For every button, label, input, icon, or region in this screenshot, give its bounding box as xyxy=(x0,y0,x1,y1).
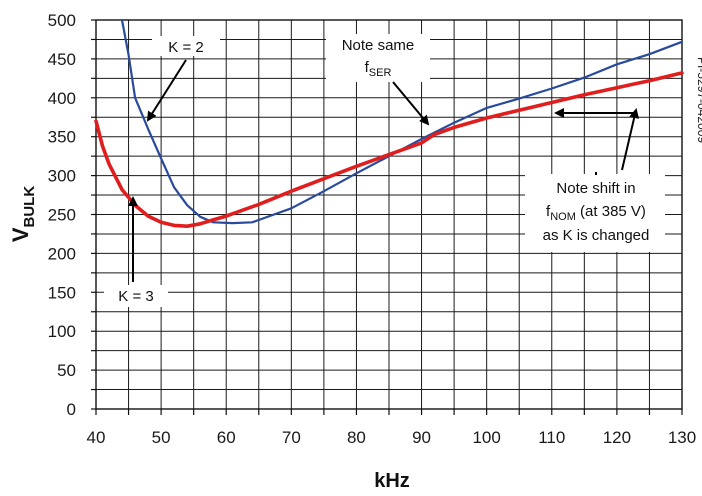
y-tick-label: 400 xyxy=(48,89,76,108)
annotation-k2-arrow xyxy=(146,59,187,122)
y-tick-label: 200 xyxy=(48,244,76,263)
y-tick-label: 150 xyxy=(48,283,76,302)
y-tick-label: 0 xyxy=(67,400,76,419)
y-tick-label: 100 xyxy=(48,322,76,341)
annotation-fnom-line2: fNOM (at 385 V) xyxy=(546,203,646,223)
x-tick-label: 90 xyxy=(412,428,431,447)
x-tick-label: 120 xyxy=(603,428,631,447)
x-tick-label: 100 xyxy=(472,428,500,447)
x-tick-label: 40 xyxy=(87,428,106,447)
figure-id-label: PI-5297-042009 xyxy=(695,57,702,143)
y-tick-label: 300 xyxy=(48,167,76,186)
y-axis-title: VBULK xyxy=(8,186,38,243)
x-tick-label: 70 xyxy=(282,428,301,447)
annotation-fnom-arrow-right xyxy=(621,108,640,171)
annotation-k2: K = 2 xyxy=(168,39,203,56)
x-tick-label: 80 xyxy=(347,428,366,447)
annotation-fnom-line1: Note shift in xyxy=(556,180,635,197)
annotation-fser-f: f xyxy=(365,59,370,76)
annotation-fser-box xyxy=(326,34,430,82)
x-tick-label: 60 xyxy=(217,428,236,447)
x-tick-label: 130 xyxy=(668,428,696,447)
series-line-k3 xyxy=(94,71,684,228)
annotation-fnom-sub: NOM xyxy=(550,211,576,223)
y-tick-label: 500 xyxy=(48,11,76,30)
y-axis-title-main: V xyxy=(8,227,33,242)
y-tick-label: 350 xyxy=(48,128,76,147)
y-tick-label: 450 xyxy=(48,50,76,69)
annotation-fser-sub: SER xyxy=(369,67,392,79)
annotation-fnom-box xyxy=(525,174,665,252)
annotation-k2-box xyxy=(152,36,220,56)
x-tick-label: 110 xyxy=(538,428,565,447)
annotation-k3: K = 3 xyxy=(118,288,153,305)
axes xyxy=(91,19,683,415)
series-lines xyxy=(94,18,684,228)
annotation-fser-line1: Note same xyxy=(342,37,415,54)
series-line-k2 xyxy=(120,18,684,225)
svg-text:VBULK: VBULK xyxy=(8,186,38,243)
y-axis-title-sub: BULK xyxy=(21,186,38,228)
tick-labels: 40 50 60 70 80 90 100 110 120 130 0 50 100 150 200 250 3… xyxy=(48,11,697,447)
annotation-fnom-rest: (at 385 V) xyxy=(576,203,646,220)
y-tick-label: 250 xyxy=(48,206,76,225)
y-tick-label: 50 xyxy=(57,361,76,380)
annotation-fser-line2: fSER xyxy=(365,59,392,79)
annotation-fnom-f: f xyxy=(546,203,551,220)
x-tick-label: 50 xyxy=(152,428,171,447)
annotation-k3-box xyxy=(104,285,168,307)
annotation-fser-arrow xyxy=(392,81,430,126)
annotation-fnom-line3: as K is changed xyxy=(543,227,650,244)
x-axis-title: kHz xyxy=(374,470,410,492)
